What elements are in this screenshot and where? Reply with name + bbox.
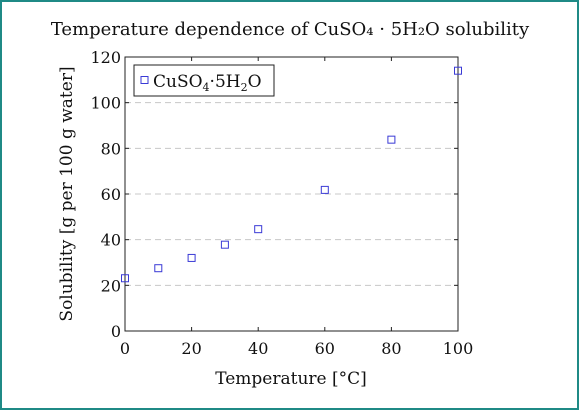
x-tick-label: 40 [248, 339, 268, 358]
data-point [220, 240, 229, 249]
x-tick-label: 0 [120, 339, 130, 358]
legend-marker [140, 76, 149, 84]
x-tick-label: 20 [181, 339, 201, 358]
y-tick-label: 40 [101, 231, 121, 250]
data-point [387, 135, 396, 144]
data-point [187, 253, 196, 262]
y-tick-label: 80 [101, 139, 121, 158]
grid-lines [125, 102, 458, 286]
x-tick-label: 80 [381, 339, 401, 358]
data-point [154, 264, 163, 273]
data-point [121, 274, 129, 283]
y-tick-label: 60 [101, 185, 121, 204]
x-tick-label: 60 [315, 339, 335, 358]
y-tick-label: 100 [90, 94, 121, 113]
data-points [121, 66, 462, 283]
y-axis-ticks: 0 20 40 60 80 100 120 [90, 48, 458, 341]
x-tick-label: 100 [443, 339, 474, 358]
y-tick-label: 20 [101, 276, 121, 295]
chart-title: Temperature dependence of CuSO₄ · 5H₂O s… [51, 19, 530, 40]
x-axis-label: Temperature [°C] [215, 369, 367, 389]
data-point [320, 185, 329, 194]
y-axis-label: Solubility [g per 100 g water] [57, 66, 77, 321]
legend-label: CuSO4·5H2O [153, 72, 262, 94]
legend: CuSO4·5H2O [133, 64, 275, 97]
data-point [454, 66, 462, 75]
solubility-chart: Temperature dependence of CuSO₄ · 5H₂O s… [51, 19, 530, 389]
y-tick-label: 120 [90, 48, 121, 67]
legend-box [133, 64, 275, 97]
y-tick-label: 0 [111, 322, 121, 341]
data-point [254, 225, 263, 234]
x-axis-ticks: 0 20 40 60 80 100 [120, 57, 473, 358]
